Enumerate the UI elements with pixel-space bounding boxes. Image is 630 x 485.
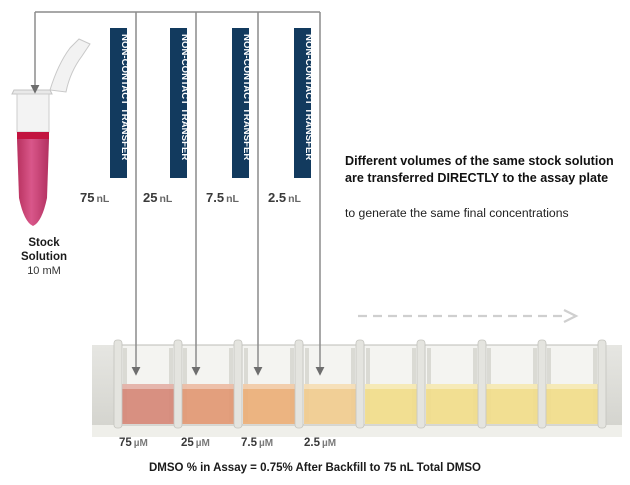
plate-well-2 bbox=[180, 344, 236, 426]
banner-text: NON-CONTACT TRANSFER bbox=[241, 34, 252, 160]
plate-well-3 bbox=[241, 344, 297, 426]
transfer-banner-2: NON-CONTACT TRANSFER bbox=[170, 28, 190, 178]
plate-well-1 bbox=[120, 344, 176, 426]
banner-text: NON-CONTACT TRANSFER bbox=[179, 34, 190, 160]
description-subline: to generate the same final concentration… bbox=[345, 206, 569, 220]
tube-band bbox=[17, 132, 49, 139]
stock-title: Stock Solution bbox=[21, 237, 67, 263]
tube-liquid bbox=[17, 139, 49, 226]
plate-divider bbox=[537, 339, 547, 429]
transfer-banners: NON-CONTACT TRANSFER NON-CONTACT TRANSFER… bbox=[110, 28, 314, 178]
concentration-label-4: 2.5 µM bbox=[304, 437, 336, 449]
volume-value: 25 bbox=[143, 190, 158, 205]
plate-well-4 bbox=[302, 344, 358, 426]
concentration-label-2: 25 µM bbox=[181, 437, 210, 449]
concentration-value: 25 bbox=[181, 437, 194, 449]
transfer-lines bbox=[30, 11, 325, 376]
plate-well-5 bbox=[363, 344, 419, 426]
assay-plate bbox=[92, 339, 622, 437]
volume-unit: nL bbox=[288, 193, 301, 205]
plate-divider bbox=[355, 339, 365, 429]
volume-unit: nL bbox=[226, 193, 239, 205]
concentration-unit: µM bbox=[322, 438, 337, 449]
transfer-banner-3: NON-CONTACT TRANSFER bbox=[232, 28, 252, 178]
plate-divider bbox=[233, 339, 243, 429]
banner-text: NON-CONTACT TRANSFER bbox=[303, 34, 314, 160]
stock-concentration: 10 mM bbox=[27, 265, 61, 277]
plate-divider bbox=[173, 339, 183, 429]
plate-divider bbox=[294, 339, 304, 429]
stock-tube-icon bbox=[11, 38, 91, 226]
volume-unit: nL bbox=[96, 193, 110, 205]
transfer-banner-4: NON-CONTACT TRANSFER bbox=[294, 28, 314, 178]
concentration-unit: µM bbox=[195, 438, 210, 449]
plate-divider bbox=[477, 339, 487, 429]
description-headline: Different volumes of the same stock solu… bbox=[345, 154, 614, 185]
plate-divider bbox=[113, 339, 123, 429]
footer-note: DMSO % in Assay = 0.75% After Backfill t… bbox=[149, 462, 481, 474]
concentration-label-1: 75 µM bbox=[119, 437, 148, 449]
volume-unit: nL bbox=[159, 193, 173, 205]
volume-label-3: 7.5 nL bbox=[206, 190, 239, 205]
concentration-label-3: 7.5 µM bbox=[241, 437, 273, 449]
continuation-arrow-icon bbox=[358, 309, 579, 323]
banner-text: NON-CONTACT TRANSFER bbox=[119, 34, 130, 160]
plate-well-6 bbox=[424, 344, 480, 426]
concentration-value: 75 bbox=[119, 437, 132, 449]
transfer-banner-1: NON-CONTACT TRANSFER bbox=[110, 28, 130, 178]
volume-value: 2.5 bbox=[268, 190, 287, 205]
concentration-unit: µM bbox=[259, 438, 274, 449]
concentration-value: 2.5 bbox=[304, 437, 320, 449]
plate-well-7 bbox=[484, 344, 540, 426]
plate-divider bbox=[416, 339, 426, 429]
volume-value: 75 bbox=[80, 190, 95, 205]
plate-well-8 bbox=[544, 344, 600, 426]
concentration-unit: µM bbox=[133, 438, 148, 449]
volume-label-4: 2.5 nL bbox=[268, 190, 301, 205]
concentration-value: 7.5 bbox=[241, 437, 257, 449]
volume-label-2: 25 nL bbox=[143, 190, 172, 205]
plate-divider bbox=[597, 339, 607, 429]
volume-label-1: 75 nL bbox=[80, 190, 109, 205]
volume-value: 7.5 bbox=[206, 190, 225, 205]
